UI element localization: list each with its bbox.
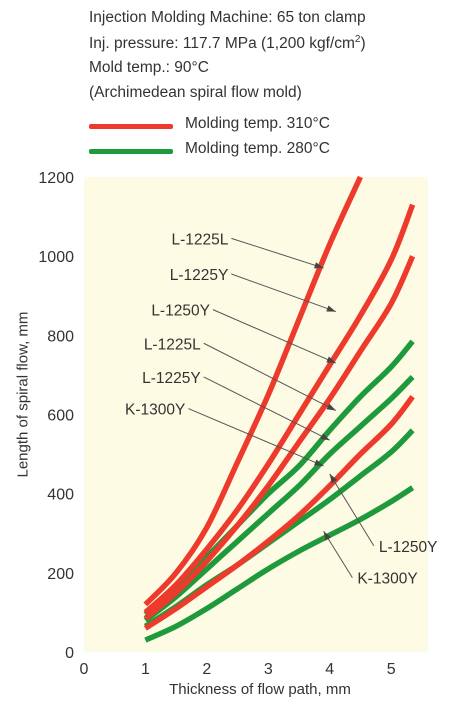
x-tick-label: 4 bbox=[325, 661, 334, 678]
annotation-leader bbox=[323, 531, 353, 578]
axes: 0 200 400 600 800 1000 1200 0 1 2 3 4 5 bbox=[38, 170, 395, 678]
annotation-leader bbox=[329, 473, 375, 547]
y-tick-label: 600 bbox=[47, 408, 74, 425]
annotation-label: K-1300Y bbox=[125, 402, 185, 419]
annotation-leader bbox=[203, 342, 337, 411]
header-line-mold-temp: Mold temp.: 90°C bbox=[89, 59, 209, 76]
x-tick-label: 2 bbox=[202, 661, 211, 678]
y-tick-label: 0 bbox=[65, 645, 74, 662]
annotation-arrowhead bbox=[314, 262, 324, 269]
legend-label-280: Molding temp. 280°C bbox=[185, 140, 330, 157]
series-line-l-1250y-310 bbox=[143, 255, 416, 621]
annotation-arrowhead bbox=[320, 433, 330, 441]
annotation-arrowhead bbox=[323, 531, 332, 541]
annotation-leader bbox=[212, 309, 337, 364]
y-tick-label: 1000 bbox=[38, 249, 74, 266]
annotation-arrowhead bbox=[326, 403, 336, 411]
pressure-superscript: 2 bbox=[354, 34, 361, 45]
annotation-label: L-1250Y bbox=[379, 539, 438, 556]
pressure-close: ) bbox=[360, 35, 366, 53]
annotation-arrowhead bbox=[326, 356, 336, 364]
y-tick-label: 400 bbox=[47, 487, 74, 504]
legend-swatch-310 bbox=[89, 124, 173, 129]
x-tick-label: 3 bbox=[264, 661, 273, 678]
series-line-l-1225l-310 bbox=[143, 175, 363, 607]
annotation-label: L-1225Y bbox=[142, 370, 201, 387]
annotation-label: L-1225Y bbox=[170, 267, 229, 284]
header-line-mold-type: (Archimedean spiral flow mold) bbox=[89, 84, 302, 101]
series-layer bbox=[143, 175, 416, 643]
annotation-arrowhead bbox=[329, 473, 338, 484]
x-tick-label: 0 bbox=[80, 661, 89, 678]
annotation-label: L-1225L bbox=[171, 231, 228, 248]
y-tick-label: 200 bbox=[47, 566, 74, 583]
legend-label-310: Molding temp. 310°C bbox=[185, 115, 330, 132]
legend-swatch-280 bbox=[89, 149, 173, 154]
series-line-l-1225l-280 bbox=[143, 339, 415, 617]
series-line-k-1300y-280 bbox=[144, 485, 415, 643]
header-line-pressure: Inj. pressure: 117.7 MPa (1,200 kgf/cm2) bbox=[89, 34, 366, 53]
header-line-machine: Injection Molding Machine: 65 ton clamp bbox=[89, 9, 366, 26]
x-tick-label: 5 bbox=[387, 661, 396, 678]
annotation-leader bbox=[231, 237, 324, 269]
x-axis-title: Thickness of flow path, mm bbox=[169, 681, 351, 698]
annotation-label: K-1300Y bbox=[357, 571, 417, 588]
header-line-pressure-text: Inj. pressure: 117.7 MPa (1,200 kgf/cm bbox=[89, 35, 355, 53]
x-tick-label: 1 bbox=[141, 661, 150, 678]
annotation-layer: L-1225L L-1225Y L-1250Y L-1225L L-1225Y K-130… bbox=[125, 231, 437, 587]
annotation-leader bbox=[203, 376, 330, 441]
y-tick-label: 1200 bbox=[38, 170, 74, 187]
annotation-label: L-1225L bbox=[144, 336, 201, 353]
annotation-arrowhead bbox=[314, 459, 324, 466]
series-line-l-1225y-310 bbox=[143, 203, 416, 615]
annotation-leader bbox=[231, 273, 337, 313]
series-line-k-1300y-310 bbox=[143, 395, 415, 631]
annotation-label: L-1250Y bbox=[151, 303, 210, 320]
series-line-l-1225y-280 bbox=[143, 374, 415, 623]
y-tick-label: 800 bbox=[47, 328, 74, 345]
y-axis-title: Length of spiral flow, mm bbox=[14, 311, 32, 478]
annotation-arrowhead bbox=[326, 305, 336, 312]
annotation-leader bbox=[188, 408, 324, 467]
